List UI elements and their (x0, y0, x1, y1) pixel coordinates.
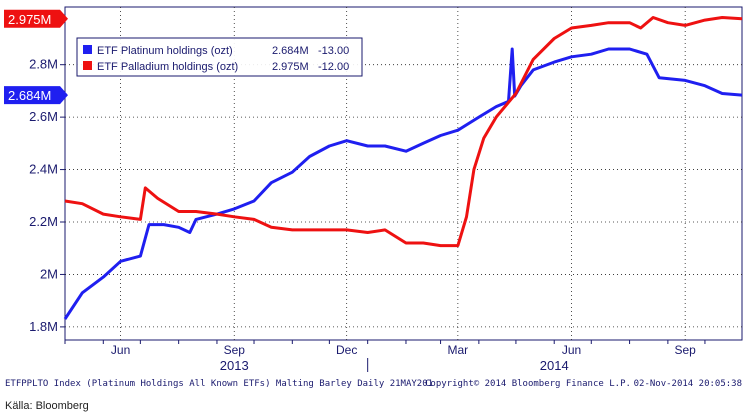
value-tag-shape (4, 86, 68, 105)
source-note: Källa: Bloomberg (5, 400, 89, 412)
footer-copyright: Copyright© 2014 Bloomberg Finance L.P. (425, 379, 631, 389)
series-lines (63, 16, 743, 320)
legend-value-palladium: 2.975M (272, 61, 309, 73)
footer-left: ETFPPLTO Index (Platinum Holdings All Kn… (5, 379, 433, 389)
legend-label-platinum: ETF Platinum holdings (ozt) (97, 45, 233, 57)
value-tag-label: 2.684M (8, 88, 51, 103)
legend-change-palladium: -12.00 (318, 61, 349, 73)
x-tick-label: Jun (562, 343, 581, 357)
y-tick-label: 2.6M (29, 109, 58, 124)
value-tag-shape (4, 9, 68, 28)
series-line-platinum (63, 47, 743, 320)
x-tick-label: Jun (111, 343, 130, 357)
value-tag-label: 2.975M (8, 12, 51, 27)
footer-timestamp: 02-Nov-2014 20:05:38 (634, 379, 742, 389)
legend-box (76, 37, 363, 77)
x-tick-label: Dec (336, 343, 357, 357)
legend-swatch-palladium (83, 61, 92, 70)
y-tick-label: 2M (40, 266, 58, 281)
y-tick-label: 2.2M (29, 214, 58, 229)
legend-swatch-platinum (83, 45, 92, 54)
legend-label-palladium: ETF Palladium holdings (ozt) (97, 61, 238, 73)
x-year-label: 2014 (540, 358, 569, 373)
y-tick-label: 2.4M (29, 162, 58, 177)
y-axis: 1.8M 2M 2.2M 2.4M 2.6M 2.8M (29, 57, 65, 334)
legend-change-platinum: -13.00 (318, 45, 349, 57)
legend: ETF Platinum holdings (ozt) 2.684M -13.0… (76, 37, 363, 77)
x-year-label: 2013 (220, 358, 249, 373)
legend-value-platinum: 2.684M (272, 45, 309, 57)
value-tags: 2.684M 2.975M (4, 9, 68, 105)
y-tick-label: 2.8M (29, 57, 58, 72)
value-tag-palladium: 2.975M (4, 9, 68, 28)
y-tick-label: 1.8M (29, 319, 58, 334)
x-tick-label: Sep (224, 343, 246, 357)
x-tick-label: Sep (674, 343, 696, 357)
x-tick-label: Mar (448, 343, 469, 357)
value-tag-platinum: 2.684M (4, 86, 68, 105)
series-line-palladium (64, 16, 743, 248)
